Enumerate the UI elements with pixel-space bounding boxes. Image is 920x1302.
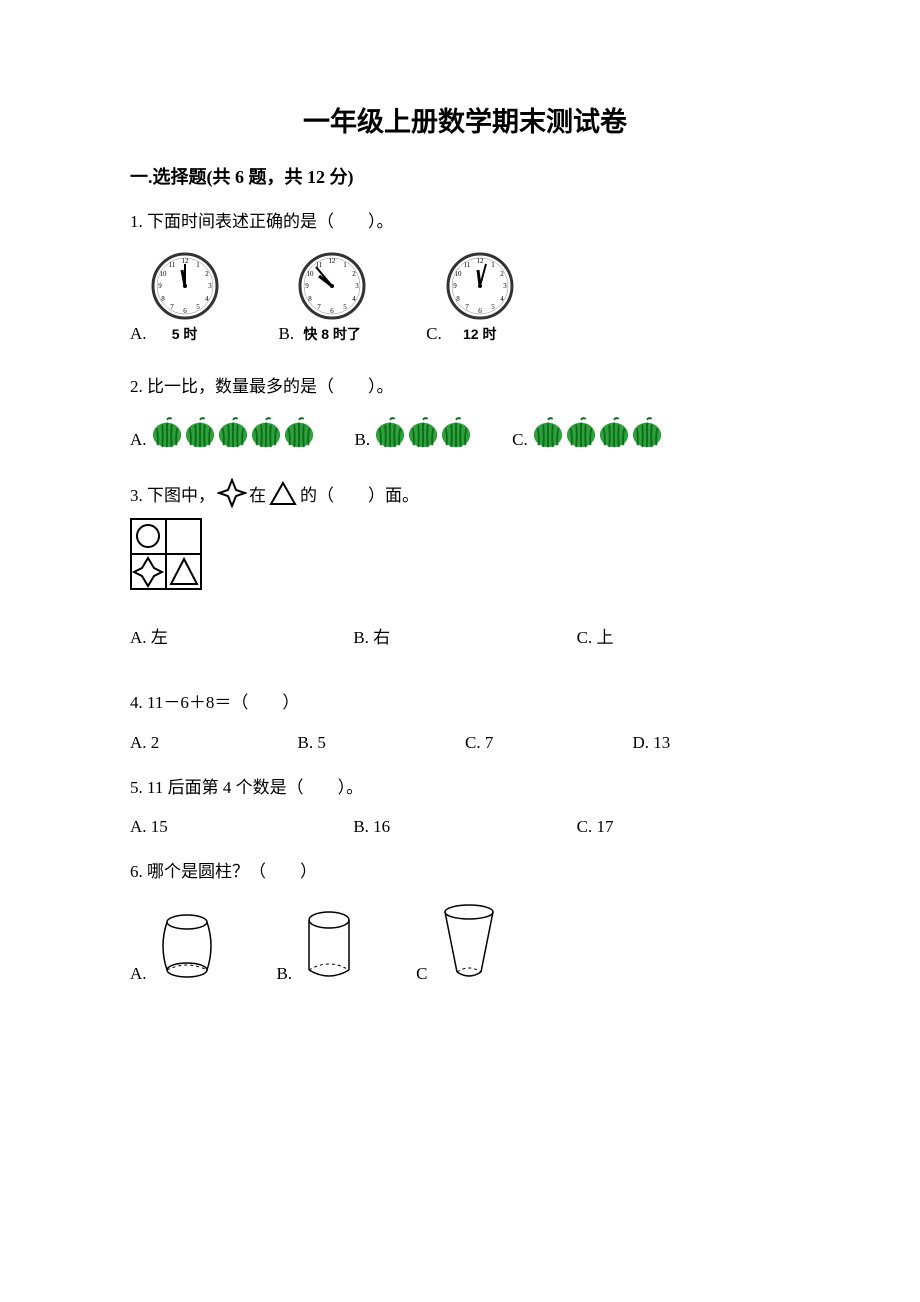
q4-option-d: D. 13 — [633, 733, 801, 753]
frustum-icon — [437, 902, 501, 984]
q1-option-c: C. 12 12 3 45 6 78 9 1011 12 时 — [426, 252, 514, 344]
page-title: 一年级上册数学期末测试卷 — [130, 100, 800, 139]
svg-text:12: 12 — [329, 257, 337, 265]
q1-label-a: A. — [130, 324, 147, 344]
q2-option-c: C. — [512, 416, 663, 450]
q4-text: 4. 11－6＋8＝（ ） — [130, 688, 800, 719]
q5-option-b: B. 16 — [353, 817, 576, 837]
svg-text:10: 10 — [454, 270, 462, 278]
q3-mid: 在 — [249, 481, 266, 506]
svg-text:9: 9 — [453, 282, 457, 290]
triangle-icon — [268, 478, 298, 508]
svg-text:7: 7 — [170, 303, 174, 311]
q1-caption-b: 快 8 时了 — [303, 324, 361, 344]
q6-label-b: B. — [277, 964, 293, 984]
clock-icon: 12 12 3 45 6 78 9 1011 — [446, 252, 514, 320]
svg-text:1: 1 — [491, 261, 495, 269]
q2-option-b: B. — [355, 416, 473, 450]
star-icon — [217, 478, 247, 508]
q1-label-c: C. — [426, 324, 442, 344]
svg-text:3: 3 — [208, 282, 212, 290]
svg-text:4: 4 — [352, 295, 356, 303]
clock-icon: 12 12 3 45 6 78 9 1011 — [151, 252, 219, 320]
svg-text:8: 8 — [308, 295, 312, 303]
cylinder-icon — [302, 908, 356, 984]
q2-melons-c — [532, 416, 663, 450]
svg-text:2: 2 — [500, 270, 504, 278]
svg-text:6: 6 — [330, 307, 334, 315]
exam-page: 一年级上册数学期末测试卷 一.选择题(共 6 题，共 12 分) 1. 下面时间… — [0, 0, 920, 1302]
clock-icon: 1212 345 678 91011 — [298, 252, 366, 320]
q4-option-a: A. 2 — [130, 733, 298, 753]
q1-clock-a: 12 12 3 45 6 78 9 1011 5 时 — [151, 252, 219, 344]
svg-text:4: 4 — [205, 295, 209, 303]
svg-text:5: 5 — [343, 303, 347, 311]
svg-text:7: 7 — [465, 303, 469, 311]
q1-option-b: B. 1212 345 678 91011 快 8 时了 — [279, 252, 367, 344]
grid-icon — [130, 518, 202, 590]
svg-text:3: 3 — [355, 282, 359, 290]
svg-text:8: 8 — [161, 295, 165, 303]
q3-text: 3. 下图中， 在 的（ ）面。 — [130, 478, 800, 508]
q3-suffix: 的（ ）面。 — [300, 481, 419, 506]
svg-text:1: 1 — [343, 261, 347, 269]
q4-option-b: B. 5 — [298, 733, 466, 753]
svg-text:11: 11 — [168, 261, 175, 269]
q3-grid — [130, 518, 800, 595]
svg-text:6: 6 — [478, 307, 482, 315]
q3-prefix: 3. 下图中， — [130, 481, 215, 506]
q1-label-b: B. — [279, 324, 295, 344]
q1-caption-a: 5 时 — [172, 324, 198, 344]
svg-text:8: 8 — [456, 295, 460, 303]
barrel-sphere-icon — [157, 908, 217, 984]
q1-clock-c: 12 12 3 45 6 78 9 1011 12 时 — [446, 252, 514, 344]
q3-options: A. 左 B. 右 C. 上 — [130, 623, 800, 648]
q2-option-a: A. — [130, 416, 315, 450]
q4-options: A. 2 B. 5 C. 7 D. 13 — [130, 733, 800, 753]
q6-text: 6. 哪个是圆柱？（ ） — [130, 857, 800, 888]
svg-text:5: 5 — [196, 303, 200, 311]
q2-label-b: B. — [355, 430, 371, 450]
q1-options: A. 1212 345 678 91011 5 时 — [130, 252, 800, 344]
svg-text:12: 12 — [476, 257, 484, 265]
q1-caption-c: 12 时 — [463, 324, 496, 344]
q1-option-a: A. 12 12 3 45 6 78 9 1011 5 时 — [130, 252, 219, 344]
q3-option-b: B. 右 — [353, 623, 576, 648]
svg-text:6: 6 — [183, 307, 187, 315]
q2-label-a: A. — [130, 430, 147, 450]
q2-melons-b — [374, 416, 472, 450]
section-header: 一.选择题(共 6 题，共 12 分) — [130, 163, 800, 189]
svg-text:12: 12 — [181, 257, 189, 265]
q6-label-c: C — [416, 964, 427, 984]
q3-option-c: C. 上 — [577, 623, 800, 648]
svg-text:2: 2 — [205, 270, 209, 278]
svg-text:4: 4 — [500, 295, 504, 303]
svg-text:1: 1 — [196, 261, 200, 269]
q2-text: 2. 比一比，数量最多的是（ ）。 — [130, 372, 800, 403]
q6-options: A. B. C — [130, 902, 800, 984]
svg-text:3: 3 — [503, 282, 507, 290]
q2-options: A. — [130, 416, 800, 450]
svg-text:5: 5 — [491, 303, 495, 311]
svg-text:2: 2 — [352, 270, 356, 278]
svg-text:9: 9 — [305, 282, 309, 290]
q3-option-a: A. 左 — [130, 623, 353, 648]
q5-option-c: C. 17 — [577, 817, 800, 837]
q4-option-c: C. 7 — [465, 733, 633, 753]
svg-text:10: 10 — [307, 270, 315, 278]
q5-option-a: A. 15 — [130, 817, 353, 837]
svg-text:10: 10 — [159, 270, 167, 278]
q2-label-c: C. — [512, 430, 528, 450]
svg-text:9: 9 — [158, 282, 162, 290]
svg-text:11: 11 — [463, 261, 470, 269]
q1-clock-b: 1212 345 678 91011 快 8 时了 — [298, 252, 366, 344]
q1-text: 1. 下面时间表述正确的是（ ）。 — [130, 207, 800, 238]
q5-options: A. 15 B. 16 C. 17 — [130, 817, 800, 837]
q5-text: 5. 11 后面第 4 个数是（ ）。 — [130, 773, 800, 804]
q2-melons-a — [151, 416, 315, 450]
svg-text:7: 7 — [317, 303, 321, 311]
q6-label-a: A. — [130, 964, 147, 984]
